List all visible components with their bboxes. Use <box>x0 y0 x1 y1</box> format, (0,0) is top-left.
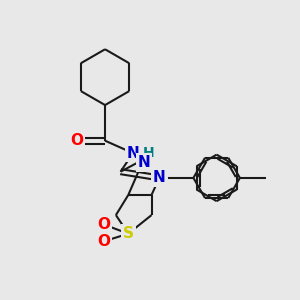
Text: O: O <box>71 133 84 148</box>
Text: H: H <box>143 146 154 160</box>
Text: N: N <box>153 170 166 185</box>
Text: S: S <box>123 226 134 241</box>
Text: N: N <box>137 155 150 170</box>
Text: O: O <box>97 217 110 232</box>
Text: N: N <box>127 146 139 160</box>
Text: O: O <box>97 234 110 249</box>
